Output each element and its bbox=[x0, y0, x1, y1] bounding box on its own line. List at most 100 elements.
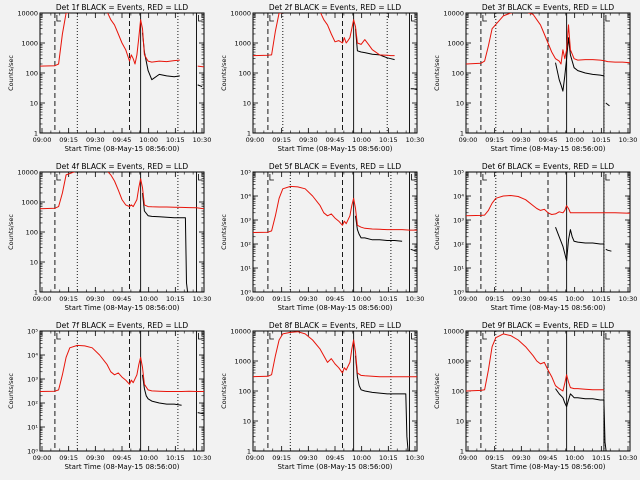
x-tick-label: 10:30 bbox=[193, 295, 212, 303]
marker-bracket bbox=[605, 174, 610, 181]
plot-frame bbox=[39, 12, 205, 134]
x-tick-label: 09:30 bbox=[86, 295, 105, 303]
y-axis-label: Counts/sec bbox=[433, 55, 441, 91]
x-tick-label: 10:15 bbox=[379, 136, 398, 144]
y-tick-label: 1000 bbox=[234, 40, 251, 48]
lld-series-line bbox=[466, 333, 604, 392]
x-tick-label: 09:00 bbox=[246, 295, 265, 303]
x-tick-label: 09:00 bbox=[459, 454, 478, 462]
chart-title: Det 4f BLACK = Events, RED = LLD bbox=[56, 162, 189, 171]
x-tick-label: 09:15 bbox=[59, 295, 78, 303]
y-axis-label: Counts/sec bbox=[220, 55, 228, 91]
x-tick-label: 09:30 bbox=[86, 454, 105, 462]
x-tick-label: 09:45 bbox=[113, 295, 132, 303]
events-series-line bbox=[605, 248, 612, 252]
y-tick-label: 1 bbox=[247, 130, 251, 138]
y-axis-label: Counts/sec bbox=[7, 214, 15, 250]
lld-series-line bbox=[197, 65, 204, 68]
x-axis-label: Start Time (08-May-15 08:56:00) bbox=[277, 145, 392, 153]
x-tick-label: 09:45 bbox=[326, 454, 345, 462]
x-tick-label: 09:45 bbox=[113, 136, 132, 144]
y-tick-label: 10 bbox=[30, 259, 38, 267]
x-tick-label: 09:15 bbox=[272, 136, 291, 144]
events-series-line bbox=[142, 192, 189, 292]
series-group bbox=[40, 13, 204, 88]
x-tick-label: 10:15 bbox=[592, 136, 611, 144]
lld-series-line bbox=[40, 13, 180, 67]
chart-title: Det 2f BLACK = Events, RED = LLD bbox=[269, 3, 402, 12]
x-tick-label: 10:15 bbox=[166, 295, 185, 303]
y-tick-label: 1 bbox=[34, 289, 38, 297]
y-tick-label: 1 bbox=[34, 130, 38, 138]
x-tick-label: 09:45 bbox=[326, 136, 345, 144]
x-tick-label: 10:30 bbox=[406, 136, 425, 144]
y-tick-label: 10² bbox=[240, 241, 251, 249]
lld-series-line bbox=[253, 185, 417, 233]
x-tick-label: 10:30 bbox=[619, 136, 638, 144]
x-tick-label: 10:15 bbox=[166, 454, 185, 462]
x-tick-label: 10:30 bbox=[406, 454, 425, 462]
x-tick-label: 10:00 bbox=[139, 136, 158, 144]
series-group bbox=[253, 331, 417, 451]
y-tick-label: 100 bbox=[26, 70, 38, 78]
x-tick-label: 09:45 bbox=[326, 295, 345, 303]
events-series-line bbox=[197, 84, 203, 88]
x-axis-label: Start Time (08-May-15 08:56:00) bbox=[64, 145, 179, 153]
series-group bbox=[40, 172, 204, 292]
x-tick-label: 10:00 bbox=[352, 454, 371, 462]
x-tick-label: 09:00 bbox=[459, 295, 478, 303]
marker-bracket bbox=[411, 333, 416, 340]
x-tick-label: 09:00 bbox=[246, 454, 265, 462]
events-series-line bbox=[355, 215, 403, 242]
y-tick-label: 10 bbox=[243, 100, 251, 108]
y-tick-label: 10 bbox=[243, 418, 251, 426]
y-tick-label: 10³ bbox=[27, 376, 38, 384]
x-tick-label: 10:00 bbox=[565, 454, 584, 462]
x-tick-label: 10:00 bbox=[565, 295, 584, 303]
x-axis-label: Start Time (08-May-15 08:56:00) bbox=[277, 463, 392, 471]
chart-panel-5: Det 5f BLACK = Events, RED = LLD 10⁰ 10¹ 10… bbox=[220, 162, 424, 312]
series-group bbox=[466, 195, 630, 262]
y-tick-label: 1000 bbox=[21, 199, 38, 207]
chart-panel-9: Det 9f BLACK = Events, RED = LLD 1 10 100 10… bbox=[433, 321, 637, 471]
x-tick-label: 09:30 bbox=[299, 136, 318, 144]
chart-panel-8: Det 8f BLACK = Events, RED = LLD 1 10 100 10… bbox=[220, 321, 424, 471]
y-axis-label: Counts/sec bbox=[433, 214, 441, 250]
y-tick-label: 10¹ bbox=[27, 424, 38, 432]
y-tick-label: 10000 bbox=[230, 328, 251, 336]
events-series-line bbox=[142, 32, 180, 81]
chart-panel-4: Det 4f BLACK = Events, RED = LLD 1 10 100 10… bbox=[7, 162, 211, 312]
chart-title: Det 9f BLACK = Events, RED = LLD bbox=[482, 321, 615, 330]
y-tick-label: 1 bbox=[460, 130, 464, 138]
y-axis-label: Counts/sec bbox=[220, 214, 228, 250]
x-tick-label: 09:15 bbox=[272, 454, 291, 462]
chart-panel-1: Det 1f BLACK = Events, RED = LLD 1 10 100 10… bbox=[7, 3, 211, 153]
marker-lines bbox=[54, 172, 197, 292]
lld-series-line bbox=[253, 13, 395, 57]
x-tick-label: 09:00 bbox=[33, 136, 52, 144]
series-group bbox=[253, 13, 417, 91]
x-axis-label: Start Time (08-May-15 08:56:00) bbox=[277, 304, 392, 312]
y-tick-label: 10000 bbox=[443, 328, 464, 336]
y-tick-label: 10² bbox=[453, 241, 464, 249]
x-tick-label: 09:30 bbox=[299, 454, 318, 462]
y-axis-label: Counts/sec bbox=[7, 55, 15, 91]
x-axis-label: Start Time (08-May-15 08:56:00) bbox=[64, 304, 179, 312]
lld-series-line bbox=[466, 13, 630, 65]
y-tick-label: 10 bbox=[456, 418, 464, 426]
marker-bracket bbox=[269, 333, 274, 340]
x-tick-label: 09:15 bbox=[485, 136, 504, 144]
plot-frame bbox=[252, 330, 418, 452]
x-tick-label: 10:00 bbox=[565, 136, 584, 144]
y-tick-label: 10000 bbox=[17, 10, 38, 18]
marker-bracket bbox=[198, 15, 203, 22]
marker-bracket bbox=[56, 333, 61, 340]
lld-series-line bbox=[40, 344, 204, 392]
x-tick-label: 09:45 bbox=[539, 454, 558, 462]
lld-series-line bbox=[253, 331, 417, 378]
events-series-line bbox=[555, 37, 605, 92]
lld-series-line bbox=[40, 172, 204, 210]
chart-panel-7: Det 7f BLACK = Events, RED = LLD 10⁰ 10¹ 10… bbox=[7, 321, 211, 471]
marker-bracket bbox=[56, 174, 61, 181]
plot-frame bbox=[39, 171, 205, 293]
